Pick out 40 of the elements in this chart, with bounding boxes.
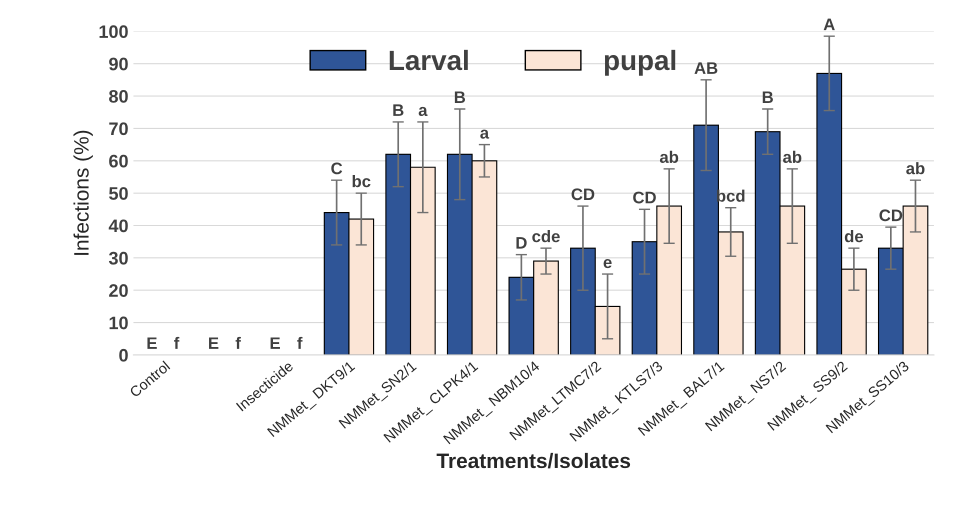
data-label: ab <box>906 162 925 174</box>
y-tick-label: 60 <box>109 154 128 168</box>
y-tick-label: 100 <box>100 25 128 38</box>
data-label: A <box>824 18 835 30</box>
data-label: de <box>844 230 864 242</box>
data-label: CD <box>572 188 594 200</box>
data-label: E <box>147 337 157 349</box>
data-label: D <box>516 237 527 249</box>
data-label: C <box>331 162 342 174</box>
y-tick-label: 0 <box>119 348 128 362</box>
legend-label: Larval <box>390 50 468 70</box>
x-axis-title: Treatments/Isolates <box>436 452 630 468</box>
data-label: f <box>236 336 241 349</box>
data-label: f <box>297 336 302 349</box>
data-label: f <box>174 336 180 349</box>
data-label: CD <box>879 209 902 222</box>
y-tick-label: 20 <box>109 284 128 297</box>
data-label: CD <box>633 192 656 204</box>
y-tick-label: 40 <box>108 219 128 232</box>
data-label: E <box>270 337 280 349</box>
data-label: ab <box>660 150 678 163</box>
y-tick-label: 10 <box>110 316 128 330</box>
data-label: B <box>454 91 466 103</box>
y-tick-label: 80 <box>109 90 128 103</box>
data-label: ab <box>783 150 802 163</box>
data-label: cde <box>532 230 560 242</box>
y-axis-title: Infections (%) <box>73 130 93 255</box>
data-label: AB <box>694 62 718 74</box>
y-tick-label: 50 <box>109 187 128 200</box>
y-tick-label: 30 <box>108 252 128 265</box>
data-label: e <box>604 259 612 268</box>
y-tick-label: 70 <box>109 122 128 136</box>
data-label: a <box>418 106 428 116</box>
y-tick-label: 90 <box>109 58 128 70</box>
data-label: B <box>393 104 404 116</box>
legend-label: pupal <box>604 50 676 76</box>
data-label: B <box>762 91 773 103</box>
data-label: E <box>209 337 218 349</box>
data-label: a <box>480 130 490 139</box>
data-label: bc <box>352 175 370 188</box>
